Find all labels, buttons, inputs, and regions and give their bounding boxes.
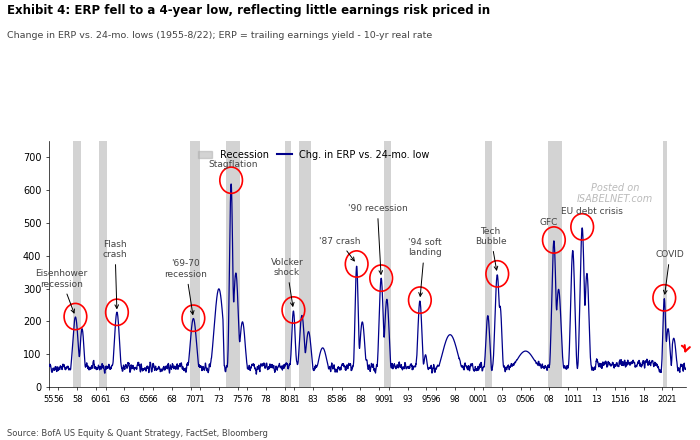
Bar [548,141,562,387]
Text: Tech
Bubble: Tech Bubble [475,227,507,270]
Bar [73,141,81,387]
Text: Flash
crash: Flash crash [103,240,127,308]
Text: '94 soft
landing: '94 soft landing [407,238,442,296]
Text: EU debt crisis: EU debt crisis [561,207,622,216]
Bar [664,141,667,387]
Text: '90 recession: '90 recession [347,204,407,274]
Text: Eisenhower
recession: Eisenhower recession [35,269,88,313]
Bar [285,141,290,387]
Bar [299,141,312,387]
Text: '87 crash: '87 crash [319,237,360,261]
Text: Exhibit 4: ERP fell to a 4-year low, reflecting little earnings risk priced in: Exhibit 4: ERP fell to a 4-year low, ref… [7,4,490,18]
Text: GFC: GFC [540,218,559,227]
Bar [384,141,391,387]
Bar [226,141,239,387]
Legend: Recession, Chg. in ERP vs. 24-mo. low: Recession, Chg. in ERP vs. 24-mo. low [194,146,434,163]
Text: Posted on
ISABELNET.com: Posted on ISABELNET.com [577,183,653,204]
Text: Source: BofA US Equity & Quant Strategy, FactSet, Bloomberg: Source: BofA US Equity & Quant Strategy,… [7,429,268,438]
Text: Volcker
shock: Volcker shock [270,258,303,306]
Text: Change in ERP vs. 24-mo. lows (1955-8/22); ERP = trailing earnings yield - 10-yr: Change in ERP vs. 24-mo. lows (1955-8/22… [7,31,433,40]
Text: Stagflation: Stagflation [209,160,258,169]
Bar [190,141,200,387]
Text: COVID: COVID [656,250,685,294]
Text: '69-70
recession: '69-70 recession [164,260,207,315]
Bar [99,141,106,387]
Bar [485,141,491,387]
